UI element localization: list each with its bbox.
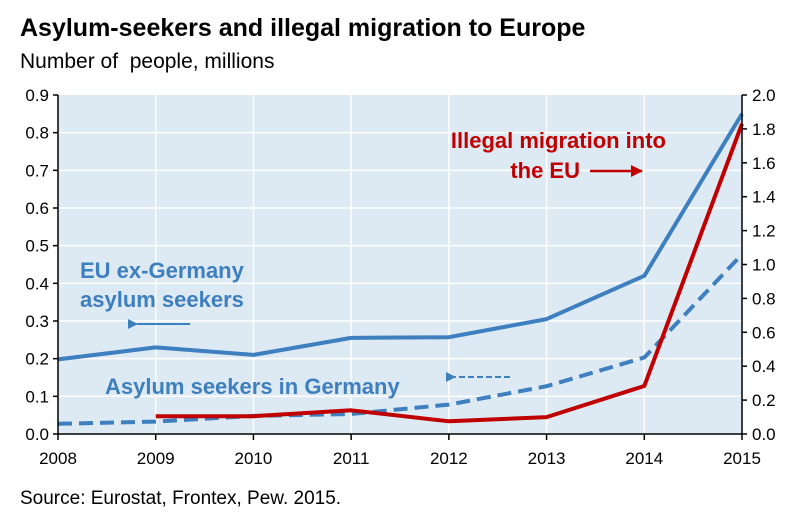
plot-background (58, 95, 742, 434)
series-line-illegal-migration-into-the-eu (155, 123, 744, 424)
x-tick-label: 2014 (625, 449, 663, 468)
x-tick-label: 2009 (137, 449, 175, 468)
series-line-eu-ex-germany-asylum-seekers (57, 112, 744, 362)
x-tick-label: 2008 (39, 449, 77, 468)
y-right-tick-label: 0.6 (752, 323, 776, 342)
chart-source: Source: Eurostat, Frontex, Pew. 2015. (20, 488, 342, 509)
y-left-tick-label: 0.6 (25, 199, 49, 218)
series-line-asylum-seekers-in-germany (57, 252, 744, 426)
y-right-tick-label: 1.0 (752, 256, 776, 275)
y-right-tick-label: 0.2 (752, 391, 776, 410)
y-right-tick-label: 0.0 (752, 425, 776, 444)
y-right-tick-label: 1.2 (752, 222, 776, 241)
y-left-tick-label: 0.3 (25, 312, 49, 331)
y-right-tick-label: 1.8 (752, 120, 776, 139)
x-tick-label: 2015 (723, 449, 761, 468)
annotation-illegal-line2: the EU (510, 158, 580, 183)
x-tick-label: 2013 (528, 449, 566, 468)
y-left-tick-label: 0.2 (25, 350, 49, 369)
y-left-tick-label: 0.1 (25, 387, 49, 406)
y-right-tick-label: 0.8 (752, 289, 776, 308)
annotation-germany: Asylum seekers in Germany (105, 374, 400, 399)
y-left-tick-label: 0.7 (25, 161, 49, 180)
y-right-tick-label: 2.0 (752, 86, 776, 105)
y-left-tick-label: 0.5 (25, 237, 49, 256)
x-tick-label: 2011 (333, 449, 370, 468)
chart-title: Asylum-seekers and illegal migration to … (20, 14, 586, 42)
y-left-tick-label: 0.8 (25, 124, 49, 143)
y-right-tick-label: 0.4 (752, 357, 776, 376)
y-right-tick-label: 1.4 (752, 188, 776, 207)
chart-subtitle: Number of people, millions (20, 50, 275, 73)
x-tick-label: 2010 (235, 449, 273, 468)
annotation-eu-ex-germany-line1: EU ex-Germany (80, 258, 245, 283)
annotation-illegal-line1: Illegal migration into (451, 128, 666, 153)
annotation-eu-ex-germany-line2: asylum seekers (80, 287, 244, 312)
x-tick-label: 2012 (430, 449, 468, 468)
y-left-tick-label: 0.0 (25, 425, 49, 444)
y-left-tick-label: 0.4 (25, 274, 49, 293)
y-left-tick-label: 0.9 (25, 86, 49, 105)
y-right-tick-label: 1.6 (752, 154, 776, 173)
